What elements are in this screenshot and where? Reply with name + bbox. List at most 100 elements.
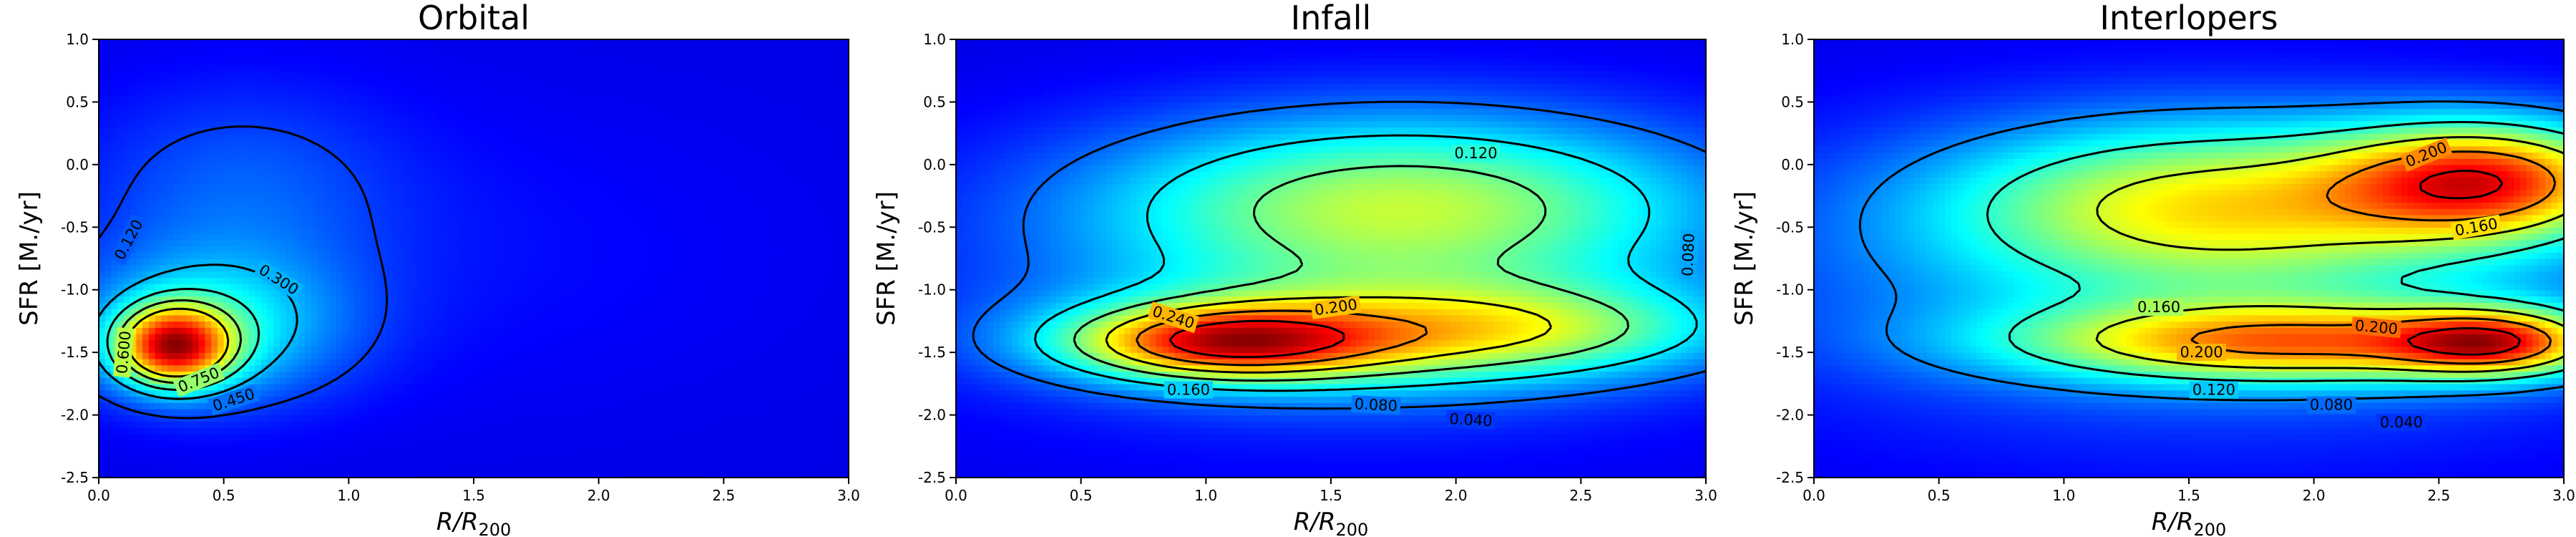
heatmap-cell	[542, 302, 550, 309]
heatmap-cell	[130, 402, 137, 410]
heatmap-cell	[142, 327, 150, 334]
heatmap-cell	[748, 371, 756, 378]
heatmap-cell	[804, 352, 812, 359]
heatmap-cell	[130, 358, 137, 366]
heatmap-cell	[573, 339, 581, 347]
heatmap-cell	[323, 296, 331, 303]
heatmap-cell	[342, 465, 350, 472]
heatmap-cell	[223, 465, 231, 472]
heatmap-cell	[355, 214, 362, 222]
heatmap-cell	[586, 453, 593, 460]
heatmap-cell	[567, 277, 575, 284]
heatmap-cell	[198, 402, 206, 410]
heatmap-cell	[523, 458, 531, 466]
heatmap-cell	[298, 390, 306, 397]
heatmap-cell	[542, 371, 550, 378]
heatmap-cell	[792, 471, 799, 478]
heatmap-cell	[374, 421, 381, 428]
heatmap-cell	[711, 233, 718, 241]
heatmap-cell	[330, 346, 337, 353]
heatmap-cell	[461, 221, 468, 228]
heatmap-cell	[561, 327, 568, 334]
heatmap-cell	[130, 408, 137, 416]
heatmap-cell	[267, 383, 275, 391]
heatmap-cell	[661, 453, 668, 460]
heatmap-cell	[392, 421, 399, 428]
heatmap-cell	[130, 252, 137, 259]
heatmap-cell	[317, 440, 325, 447]
heatmap-cell	[261, 458, 268, 466]
heatmap-cell	[155, 458, 162, 466]
heatmap-cell	[542, 333, 550, 341]
heatmap-cell	[155, 396, 162, 403]
heatmap-cell	[130, 314, 137, 322]
heatmap-cell	[779, 327, 787, 334]
heatmap-cell	[123, 214, 131, 222]
heatmap-cell	[511, 239, 518, 247]
heatmap-cell	[424, 402, 431, 410]
heatmap-cell	[836, 446, 843, 453]
heatmap-cell	[673, 346, 680, 353]
heatmap-cell	[492, 302, 499, 309]
heatmap-cell	[555, 264, 562, 272]
heatmap-cell	[230, 339, 237, 347]
heatmap-cell	[492, 427, 499, 435]
heatmap-cell	[223, 321, 231, 328]
heatmap-cell	[186, 346, 193, 353]
heatmap-cell	[323, 314, 331, 322]
heatmap-cell	[173, 408, 181, 416]
heatmap-cell	[580, 352, 587, 359]
heatmap-cell	[617, 364, 625, 372]
heatmap-cell	[273, 396, 280, 403]
heatmap-cell	[523, 415, 531, 422]
heatmap-cell	[404, 358, 412, 366]
heatmap-cell	[611, 402, 618, 410]
heatmap-cell	[311, 390, 318, 397]
heatmap-cell	[123, 302, 131, 309]
heatmap-cell	[836, 346, 843, 353]
heatmap-cell	[486, 333, 493, 341]
heatmap-cell	[586, 258, 593, 266]
heatmap-cell	[123, 465, 131, 472]
heatmap-cell	[467, 346, 474, 353]
heatmap-cell	[380, 239, 387, 247]
heatmap-cell	[673, 458, 680, 466]
heatmap-cell	[486, 346, 493, 353]
heatmap-cell	[404, 221, 412, 228]
heatmap-cell	[180, 427, 187, 435]
heatmap-cell	[317, 239, 325, 247]
heatmap-cell	[536, 465, 543, 472]
heatmap-cell	[829, 371, 837, 378]
heatmap-cell	[824, 289, 831, 297]
heatmap-cell	[399, 383, 406, 391]
heatmap-cell	[755, 364, 762, 372]
heatmap-cell	[374, 339, 381, 347]
heatmap-cell	[680, 377, 687, 384]
heatmap-cell	[205, 246, 212, 253]
heatmap-cell	[436, 264, 444, 272]
heatmap-cell	[548, 308, 556, 316]
heatmap-cell	[317, 227, 325, 234]
heatmap-cell	[399, 296, 406, 303]
heatmap-cell	[736, 283, 743, 291]
heatmap-cell	[748, 302, 756, 309]
heatmap-cell	[655, 390, 662, 397]
heatmap-cell	[424, 252, 431, 259]
heatmap-cell	[617, 471, 625, 478]
heatmap-cell	[123, 402, 131, 410]
heatmap-cell	[636, 465, 643, 472]
heatmap-cell	[317, 321, 325, 328]
heatmap-cell	[555, 289, 562, 297]
heatmap-cell	[730, 258, 737, 266]
heatmap-cell	[661, 383, 668, 391]
heatmap-cell	[742, 283, 749, 291]
heatmap-cell	[567, 453, 575, 460]
heatmap-cell	[698, 252, 706, 259]
heatmap-cell	[342, 308, 350, 316]
heatmap-cell	[479, 246, 487, 253]
heatmap-cell	[655, 321, 662, 328]
heatmap-cell	[617, 402, 625, 410]
heatmap-cell	[130, 271, 137, 278]
heatmap-cell	[399, 390, 406, 397]
heatmap-cell	[280, 383, 287, 391]
